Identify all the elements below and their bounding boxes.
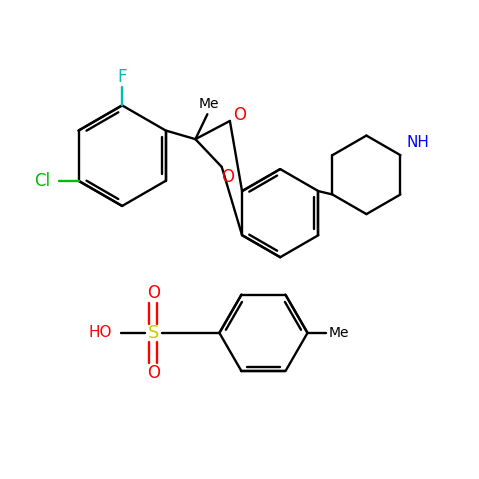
Text: O: O [147,284,160,302]
Text: O: O [233,106,246,124]
Text: S: S [148,324,159,342]
Text: NH: NH [406,135,429,150]
Text: HO: HO [89,325,113,341]
Text: F: F [117,68,127,86]
Text: Me: Me [329,326,349,340]
Text: O: O [221,169,234,186]
Text: Me: Me [199,97,219,111]
Text: O: O [147,364,160,382]
Text: Cl: Cl [34,172,51,190]
